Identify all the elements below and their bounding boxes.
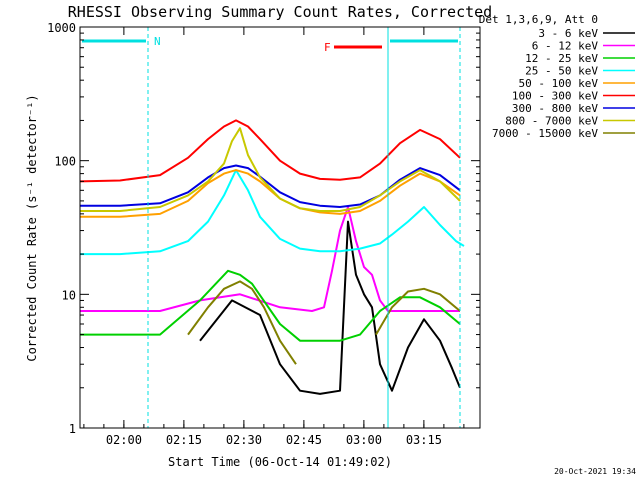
legend-header: Det 1,3,6,9, Att 0 (479, 13, 598, 26)
legend-label-7: 800 - 7000 keV (505, 115, 598, 128)
x-tick-label-1: 02:15 (166, 433, 202, 447)
series-line-1 (80, 206, 460, 312)
axis-layer: 02:00 02:15 02:30 02:45 03:00 03:15 1 10 100 1000 (47, 21, 481, 447)
x-tick-label-3: 02:45 (286, 433, 322, 447)
series-line-2 (80, 269, 461, 342)
x-tick-label-4: 03:00 (346, 433, 382, 447)
series-line-8 (187, 280, 297, 365)
y-tick-label-1: 10 (62, 288, 76, 302)
legend-label-1: 6 - 12 keV (532, 40, 599, 53)
series-line-0 (199, 220, 461, 395)
legend-label-0: 3 - 6 keV (538, 27, 598, 40)
legend-label-4: 50 - 100 keV (519, 77, 599, 90)
flag-label-0: N (154, 35, 161, 48)
x-tick-label-0: 02:00 (106, 433, 142, 447)
series-line-6 (80, 164, 461, 208)
flag-label-1: F (324, 41, 331, 54)
series-line-5 (79, 119, 461, 183)
legend-label-6: 300 - 800 keV (512, 102, 598, 115)
y-axis-label: Corrected Count Rate (s⁻¹ detector⁻¹) (25, 94, 39, 361)
legend-label-3: 25 - 50 keV (525, 65, 598, 78)
series-layer (79, 119, 465, 395)
legend-label-8: 7000 - 15000 keV (492, 127, 598, 140)
chart-title: RHESSI Observing Summary Count Rates, Co… (68, 3, 492, 21)
legend-label-2: 12 - 25 keV (525, 52, 598, 65)
x-tick-label-5: 03:15 (406, 433, 442, 447)
x-axis-label: Start Time (06-Oct-14 01:49:02) (168, 455, 392, 469)
series-line-3 (80, 169, 465, 256)
plot-frame (79, 26, 481, 429)
legend-label-5: 100 - 300 keV (512, 90, 598, 103)
series-line-7 (80, 127, 461, 212)
series-line-8 (375, 287, 461, 336)
y-tick-label-0: 1 (69, 422, 76, 436)
footer-timestamp: 20-Oct-2021 19:34 (554, 467, 636, 476)
y-tick-label-3: 1000 (47, 21, 76, 35)
y-tick-label-2: 100 (54, 155, 76, 169)
x-tick-label-2: 02:30 (226, 433, 262, 447)
